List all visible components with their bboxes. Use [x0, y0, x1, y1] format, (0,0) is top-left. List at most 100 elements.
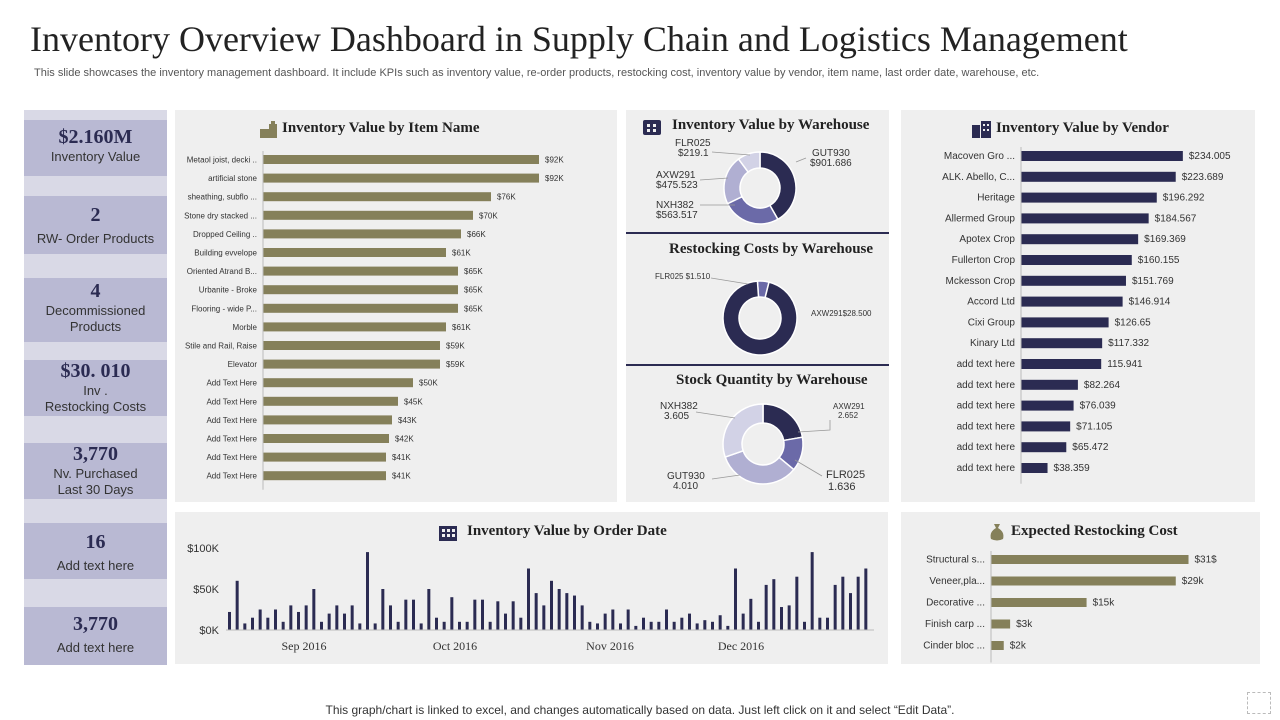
corner-marker — [1247, 692, 1271, 714]
warehouse-slice-value: $219.1 — [678, 148, 709, 159]
orderdate-bar — [243, 623, 247, 630]
expected-bar — [991, 619, 1011, 629]
kpi-value: $2.160M — [58, 126, 133, 148]
chart-title-restock: Restocking Costs by Warehouse — [669, 241, 874, 257]
orderdate-bar — [565, 593, 569, 630]
kpi-card[interactable]: 3,770 Nv. Purchased Last 30 Days — [24, 443, 167, 499]
building-icon — [439, 526, 457, 541]
kpi-card[interactable]: $30. 010 Inv . Restocking Costs — [24, 360, 167, 416]
kpi-value: 3,770 — [73, 443, 118, 465]
kpi-label: Nv. Purchased — [53, 466, 138, 481]
orderdate-bar — [619, 623, 622, 630]
orderdate-bar — [856, 576, 860, 630]
restock-slice-label: AXW291$28.500 — [811, 309, 872, 318]
kpi-card[interactable]: $2.160M Inventory Value — [24, 120, 167, 176]
item-bar — [263, 303, 458, 313]
orderdate-bar — [772, 579, 776, 630]
item-category-label: Add Text Here — [206, 472, 257, 481]
kpi-card[interactable]: 4 Decommissioned Products — [24, 278, 167, 342]
expected-bar — [991, 576, 1176, 586]
warehouse-slice-value: $475.523 — [656, 180, 698, 191]
orderdate-bar — [435, 617, 438, 630]
orderdate-bar — [442, 621, 446, 630]
kpi-card[interactable]: 3,770 Add text here — [24, 607, 167, 665]
vendor-bar — [1021, 317, 1109, 328]
orderdate-bar — [281, 621, 285, 630]
item-category-label: Dropped Ceiling .. — [193, 230, 257, 239]
vendor-value-label: $223.689 — [1182, 172, 1224, 183]
vendor-bar — [1021, 296, 1123, 307]
kpi-value: 2 — [90, 204, 101, 226]
orderdate-bar — [580, 605, 584, 630]
item-category-label: Add Text Here — [206, 453, 257, 462]
vendor-category-label: add text here — [957, 359, 1016, 370]
item-bar — [263, 248, 446, 257]
item-category-label: Stile and Rail, Raise — [185, 342, 258, 351]
vendor-value-label: $82.264 — [1084, 380, 1121, 391]
item-bar — [263, 452, 386, 462]
orderdate-bar — [527, 568, 530, 630]
vendor-bar — [1021, 359, 1102, 369]
chart-title-item: Inventory Value by Item Name — [282, 120, 480, 136]
warehouse-slice-value: $563.517 — [656, 210, 698, 221]
vendor-bar — [1021, 400, 1074, 411]
kpi-card[interactable]: 2 RW- Order Products — [24, 196, 167, 254]
vendor-bar — [1021, 275, 1126, 286]
stock-slice-value: 2.652 — [838, 411, 859, 420]
vendor-value-label: $160.155 — [1138, 255, 1180, 266]
leader-line — [710, 277, 749, 285]
orderdate-xtick-label: Nov 2016 — [586, 639, 634, 653]
stock-slice-value: 3.605 — [664, 411, 689, 422]
vendor-category-label: Kinary Ltd — [970, 338, 1015, 349]
orderdate-bar — [258, 609, 262, 630]
orderdate-bar — [657, 621, 661, 630]
vendor-category-label: add text here — [957, 401, 1016, 412]
orderdate-bar — [557, 589, 561, 630]
orderdate-bar — [734, 568, 737, 630]
vendor-category-label: Mckesson Crop — [946, 276, 1016, 287]
vendor-category-label: Apotex Crop — [959, 234, 1015, 245]
orderdate-bar — [718, 615, 722, 630]
orderdate-bar — [320, 621, 323, 630]
item-value-label: $92K — [545, 174, 564, 183]
stock-slice-label: GUT930 — [667, 471, 705, 482]
orderdate-bar — [833, 584, 837, 630]
orderdate-bar — [427, 589, 431, 630]
orderdate-bar — [634, 625, 638, 630]
kpi-label: RW- Order Products — [36, 231, 155, 246]
orderdate-bar — [795, 576, 799, 630]
vendor-value-label: $65.472 — [1072, 442, 1109, 453]
panel-divider — [626, 364, 889, 366]
orderdate-bar — [749, 598, 753, 630]
vendor-bar — [1021, 379, 1078, 390]
orderdate-bar — [803, 621, 806, 630]
orderdate-bar — [228, 611, 231, 630]
vendor-category-label: Allermed Group — [945, 213, 1015, 224]
orderdate-panel — [175, 512, 888, 664]
vendor-category-label: add text here — [957, 380, 1016, 391]
item-value-label: $43K — [398, 416, 417, 425]
orderdate-xtick-label: Dec 2016 — [718, 639, 764, 653]
kpi-label: Add text here — [56, 558, 135, 573]
vendor-value-label: $38.359 — [1054, 463, 1091, 474]
orderdate-bar — [649, 621, 653, 630]
item-value-label: $76K — [497, 193, 516, 202]
kpi-value: 16 — [85, 531, 106, 553]
orderdate-bar — [235, 580, 239, 630]
vendor-bar — [1021, 255, 1132, 265]
orderdate-bar — [688, 613, 691, 630]
stock-slice — [722, 403, 764, 458]
orderdate-ytick-label: $0K — [199, 625, 219, 637]
item-value-label: $66K — [467, 230, 486, 239]
orderdate-bar — [343, 613, 346, 630]
vendor-category-label: ALK. Abello, C... — [942, 172, 1015, 183]
orderdate-bar — [304, 605, 308, 630]
item-value-label: $41K — [392, 472, 411, 481]
warehouse-slice-label: GUT930 — [812, 148, 850, 159]
orderdate-bar — [864, 568, 868, 630]
vendor-bar — [1021, 213, 1149, 224]
orderdate-bar — [412, 599, 415, 630]
item-value-label: $65K — [464, 304, 483, 313]
kpi-card[interactable]: 16 Add text here — [24, 523, 167, 579]
vendor-bar — [1021, 192, 1157, 203]
